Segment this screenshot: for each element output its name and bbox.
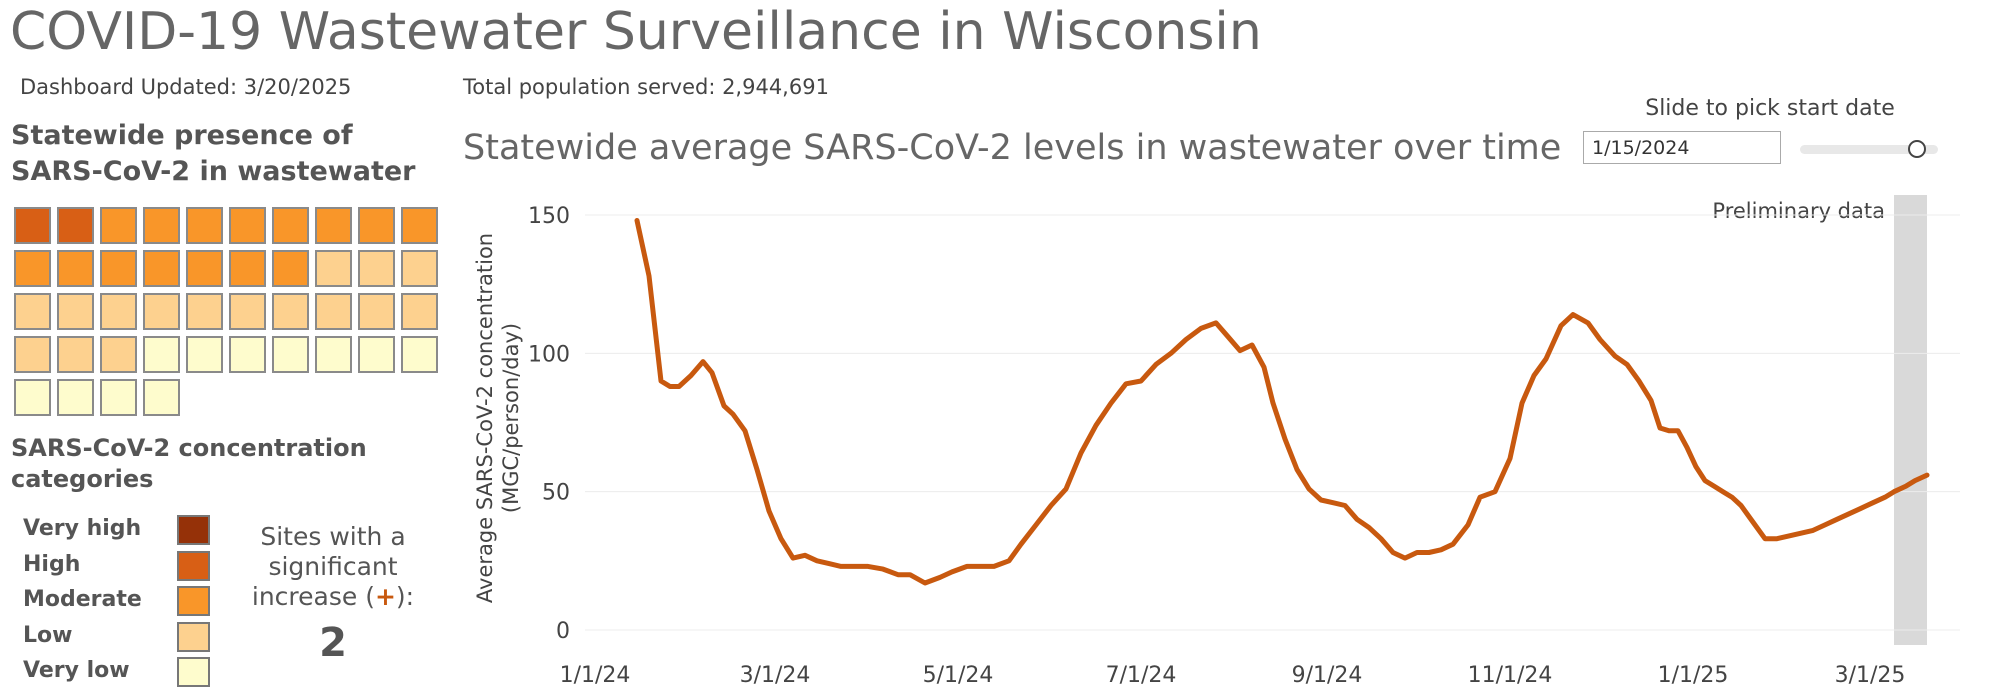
site-square <box>14 379 51 416</box>
site-square <box>14 293 51 330</box>
site-square <box>186 207 223 244</box>
site-waffle-grid <box>14 207 444 423</box>
site-square <box>143 293 180 330</box>
x-tick-label: 5/1/24 <box>923 663 994 688</box>
significant-increase-count: 2 <box>319 620 347 666</box>
legend-label: Very low <box>23 658 130 683</box>
x-tick-label: 9/1/24 <box>1292 663 1363 688</box>
significant-line-3-pre: increase ( <box>251 582 375 611</box>
site-square <box>401 336 438 373</box>
x-tick-label: 3/1/24 <box>740 663 811 688</box>
site-square <box>315 336 352 373</box>
legend-swatch <box>177 621 210 652</box>
presence-title: Statewide presence of SARS-CoV-2 in wast… <box>11 120 416 187</box>
y-axis-label: Average SARS-CoV-2 concentration <box>473 233 497 603</box>
dashboard-updated-date: Dashboard Updated: 3/20/2025 <box>20 75 352 99</box>
start-date-slider-track[interactable] <box>1800 145 1938 154</box>
site-square <box>100 336 137 373</box>
legend-label: Moderate <box>23 587 142 612</box>
legend-label: High <box>23 551 81 577</box>
site-square <box>401 293 438 330</box>
site-square <box>57 336 94 373</box>
x-tick-label: 1/1/24 <box>560 663 631 688</box>
x-tick-label: 1/1/25 <box>1658 663 1729 688</box>
site-square <box>358 293 395 330</box>
site-square <box>358 207 395 244</box>
site-square <box>401 250 438 287</box>
site-square <box>143 250 180 287</box>
legend-swatch <box>177 657 210 687</box>
preliminary-band <box>1894 195 1927 645</box>
site-square <box>14 250 51 287</box>
site-square <box>229 336 266 373</box>
series-line <box>634 218 1930 586</box>
site-square <box>100 250 137 287</box>
site-square <box>272 207 309 244</box>
preliminary-label: Preliminary data <box>1712 199 1885 223</box>
x-tick-label: 7/1/24 <box>1106 663 1177 688</box>
site-square <box>315 293 352 330</box>
legend-swatch <box>177 515 210 545</box>
significant-line-1: Sites with a <box>260 522 406 551</box>
site-square <box>229 293 266 330</box>
increase-plus-icon: + <box>374 582 396 611</box>
site-square <box>272 336 309 373</box>
slider-label: Slide to pick start date <box>1645 96 1895 121</box>
dashboard-title: COVID-19 Wastewater Surveillance in Wisc… <box>10 2 1262 62</box>
site-square <box>143 336 180 373</box>
x-tick-label: 3/1/25 <box>1835 663 1906 688</box>
site-square <box>315 207 352 244</box>
site-square <box>143 379 180 416</box>
site-square <box>57 293 94 330</box>
site-square <box>358 336 395 373</box>
y-tick-label: 50 <box>542 481 570 506</box>
site-square <box>14 336 51 373</box>
legend-label: Low <box>23 622 73 648</box>
site-square <box>315 250 352 287</box>
site-square <box>358 250 395 287</box>
start-date-slider-thumb[interactable] <box>1908 140 1927 158</box>
site-square <box>229 250 266 287</box>
legend-swatch <box>177 586 210 616</box>
legend-swatch <box>177 550 210 581</box>
y-axis-label-units: (MGC/person/day) <box>499 323 523 513</box>
legend-label: Very high <box>23 516 142 541</box>
y-tick-label: 150 <box>528 204 570 229</box>
site-square <box>57 250 94 287</box>
site-square <box>57 207 94 244</box>
site-square <box>229 207 266 244</box>
y-tick-label: 0 <box>556 619 570 644</box>
site-square <box>186 250 223 287</box>
site-square <box>100 379 137 416</box>
site-square <box>186 336 223 373</box>
significant-line-3-post: ): <box>395 582 415 611</box>
site-square <box>272 250 309 287</box>
chart-title: Statewide average SARS-CoV-2 levels in w… <box>463 128 1562 168</box>
site-square <box>14 207 51 244</box>
site-square <box>401 207 438 244</box>
site-square <box>143 207 180 244</box>
population-served: Total population served: 2,944,691 <box>463 75 829 99</box>
site-square <box>272 293 309 330</box>
site-square <box>100 293 137 330</box>
start-date-input[interactable] <box>1583 131 1781 164</box>
site-square <box>57 379 94 416</box>
x-tick-label: 11/1/24 <box>1468 663 1553 688</box>
site-square <box>186 293 223 330</box>
significant-line-3: increase (+): <box>240 582 426 612</box>
categories-title: SARS-CoV-2 concentration categories <box>11 434 367 493</box>
y-tick-label: 100 <box>528 342 570 367</box>
site-square <box>100 207 137 244</box>
significant-line-2: significant <box>268 552 398 581</box>
significant-increase-box: Sites with a significant increase (+): <box>240 522 426 612</box>
